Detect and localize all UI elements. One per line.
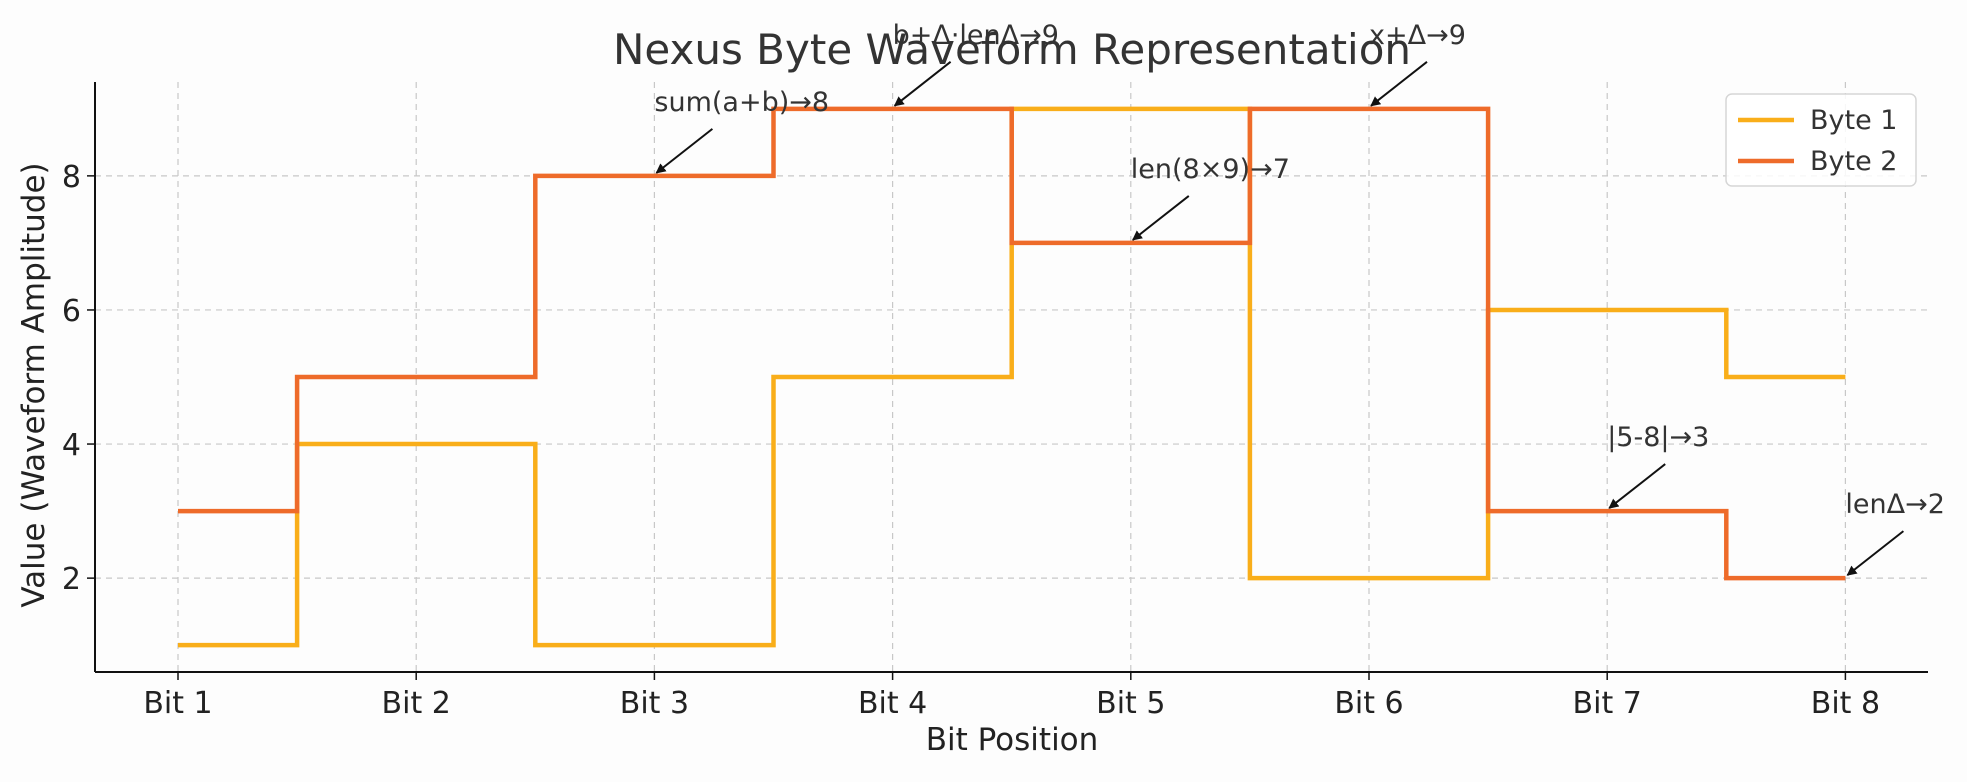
- annotation-label: x+Δ→9: [1369, 20, 1466, 51]
- annotation-label: b+Δ·lenΔ→9: [893, 20, 1059, 51]
- annotation-arrow: [1370, 61, 1428, 107]
- x-tick-label: Bit 5: [1096, 686, 1165, 721]
- x-tick-label: Bit 7: [1573, 686, 1642, 721]
- legend-label-1: Byte 1: [1810, 105, 1897, 136]
- annotation-arrow: [1132, 195, 1190, 241]
- y-axis-title: Value (Waveform Amplitude): [16, 162, 52, 607]
- x-tick-label: Bit 8: [1811, 686, 1880, 721]
- y-tick-label: 4: [62, 428, 81, 463]
- annotation-arrow: [1846, 530, 1905, 576]
- series-line-2: [178, 106, 1846, 581]
- x-tick-label: Bit 4: [858, 686, 927, 721]
- annotation-label: |5-8|→3: [1607, 422, 1709, 453]
- legend-label-2: Byte 2: [1810, 146, 1897, 177]
- y-tick-label: 6: [62, 294, 81, 329]
- annotation-label: lenΔ→2: [1845, 489, 1945, 520]
- annotation-label: sum(a+b)→8: [654, 87, 829, 118]
- x-tick-label: Bit 6: [1334, 686, 1403, 721]
- y-tick-label: 8: [62, 160, 81, 195]
- x-tick-label: Bit 2: [382, 686, 451, 721]
- annotation-arrow: [893, 61, 952, 107]
- annotation-arrow: [655, 128, 714, 174]
- annotation-arrow: [1608, 463, 1666, 509]
- y-tick-label: 2: [62, 562, 81, 597]
- annotation-label: len(8×9)→7: [1131, 154, 1290, 185]
- x-tick-label: Bit 1: [143, 686, 212, 721]
- chart-title: Nexus Byte Waveform Representation: [613, 25, 1411, 74]
- x-tick-label: Bit 3: [620, 686, 689, 721]
- x-axis-title: Bit Position: [926, 722, 1099, 758]
